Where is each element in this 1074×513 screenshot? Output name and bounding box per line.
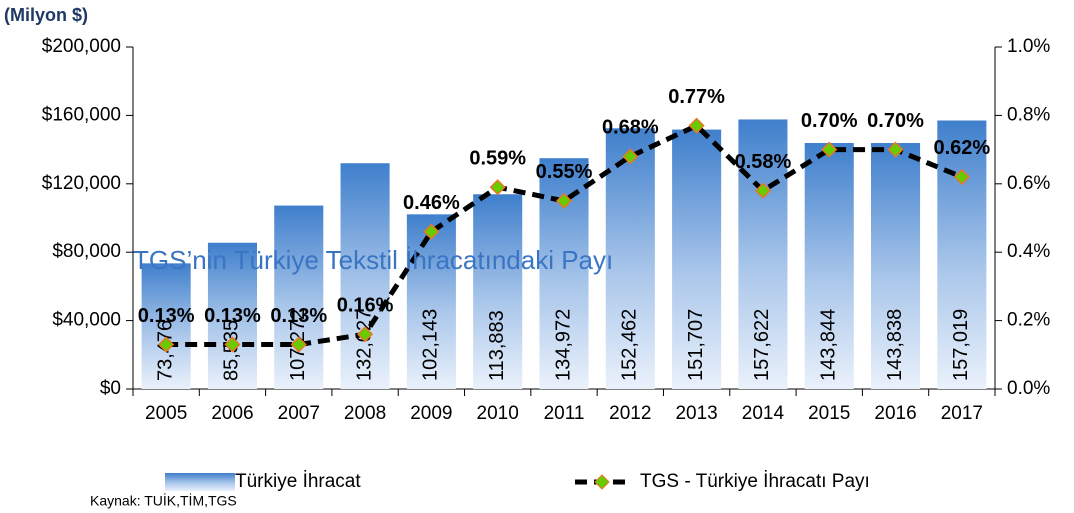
bar [871,143,921,389]
line-value-label: 0.13% [138,305,195,327]
y2-tick-label: 0.0% [1007,378,1050,399]
y-tick-label: $0 [100,378,121,399]
x-tick-label: 2011 [544,403,585,424]
x-tick-label: 2017 [941,403,983,424]
bar-value-label: 134,972 [552,309,574,381]
x-tick-label: 2013 [675,403,717,424]
marker [622,148,639,165]
bar [937,120,987,390]
x-tick-label: 2010 [477,403,519,424]
x-tick-label: 2008 [344,403,386,424]
bar-value-label: 152,462 [619,309,641,381]
y2-tick-label: 0.6% [1007,173,1050,194]
x-tick-label: 2012 [609,403,651,424]
marker [821,141,838,158]
x-tick-label: 2007 [278,403,320,424]
y2-tick-label: 0.4% [1007,241,1050,262]
line-value-label: 0.70% [867,110,924,132]
marker [489,179,506,196]
bar [738,119,788,390]
line-value-label: 0.13% [270,305,327,327]
legend-label: Türkiye İhracat [235,471,361,492]
legend-label: TGS - Türkiye İhracatı Payı [640,471,870,492]
x-tick-label: 2005 [145,403,187,424]
y-tick-label: $200,000 [42,36,121,57]
marker [754,182,771,199]
marker [158,336,175,353]
line-value-label: 0.55% [536,161,593,183]
y2-tick-label: 0.2% [1007,310,1050,331]
marker [555,192,573,209]
bar-value-label: 151,707 [685,309,707,381]
line-value-label: 0.70% [801,110,858,132]
bar [207,242,257,389]
y2-tick-label: 1.0% [1007,36,1050,57]
marker [357,326,374,343]
legend-marker [594,474,610,490]
x-tick-label: 2006 [211,403,253,424]
line-value-label: 0.46% [403,192,460,214]
marker [290,336,307,353]
marker [423,223,440,240]
y-axis-label: (Milyon $) [4,5,88,25]
bar [473,194,523,389]
marker [953,168,970,186]
line-value-label: 0.16% [337,295,394,317]
x-tick-label: 2009 [410,403,452,424]
x-tick-label: 2016 [874,403,916,424]
legend-swatch [165,473,235,491]
y2-tick-label: 0.8% [1007,104,1050,125]
x-tick-label: 2014 [742,403,785,424]
bar [141,263,191,389]
line-value-label: 0.77% [668,86,725,108]
bar [804,143,854,389]
bar [605,128,655,389]
plot: $0 $40,000 $80,000 $120,000 $160,000 $200,000… [42,36,1051,492]
marker [224,336,241,353]
bar-value-label: 157,019 [950,309,972,381]
y-tick-label: $120,000 [42,173,121,194]
bar [672,129,722,389]
y-tick-label: $40,000 [52,310,121,331]
bar-value-label: 132,027 [353,309,375,381]
marker [887,141,904,158]
bar-value-label: 143,844 [818,309,840,381]
bar-value-label: 113,883 [486,310,508,381]
bar-value-label: 143,838 [884,309,906,381]
y-tick-label: $80,000 [52,241,121,262]
x-tick-label: 2015 [808,403,850,424]
chart-title: TGS’nin Türkiye Tekstil İhracatındaki Pa… [133,245,613,275]
line-value-label: 0.62% [933,137,990,159]
bar-value-label: 102,143 [420,309,442,381]
bar [274,205,324,389]
bar [340,163,390,389]
source: Kaynak: TUİK,TİM,TGS [90,492,237,509]
line-value-label: 0.68% [602,117,659,139]
y-tick-label: $160,000 [42,104,121,125]
bar [406,214,456,389]
bar-value-label: 157,622 [751,309,773,381]
line-value-label: 0.59% [469,148,526,170]
marker [688,117,705,134]
line-value-label: 0.58% [735,151,792,173]
line-value-label: 0.13% [204,305,261,327]
